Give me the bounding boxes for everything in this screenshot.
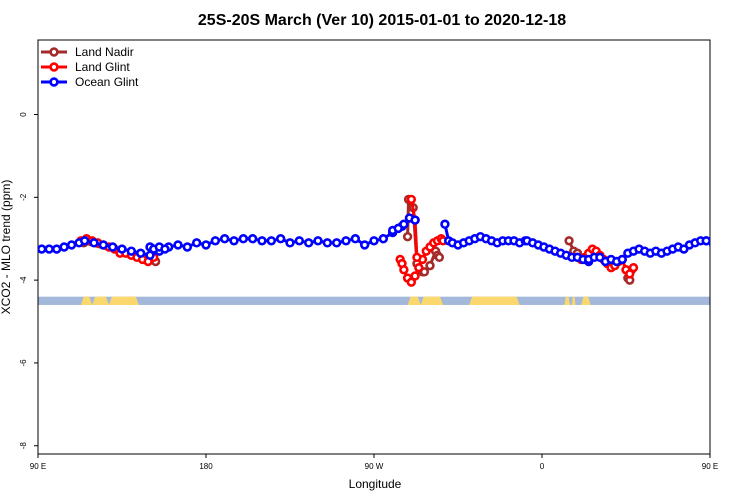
y-tick-label-2: -2 — [19, 193, 28, 201]
data-point-ocean-glint — [303, 238, 314, 248]
legend-item-land-glint: Land Glint — [41, 60, 130, 74]
series-ocean-glint — [38, 213, 747, 267]
data-point-ocean-glint — [229, 236, 239, 246]
x-tick-label-90-e: 90 E — [702, 462, 718, 471]
data-point-ocean-glint — [341, 236, 351, 246]
data-point-ocean-glint — [617, 254, 627, 265]
data-point-ocean-glint — [79, 236, 90, 246]
land-segment-8 — [571, 296, 576, 305]
legend-marker — [49, 77, 59, 87]
chart-title: 25S-20S March (Ver 10) 2015-01-01 to 202… — [198, 12, 566, 29]
data-point-ocean-glint — [89, 238, 99, 248]
land-segment-2 — [92, 296, 109, 305]
data-point-ocean-glint — [257, 236, 267, 246]
y-axis: 0 -2 -4 -6 -8 — [19, 112, 38, 450]
data-point-ocean-glint — [701, 236, 710, 246]
data-point-ocean-glint — [191, 238, 202, 248]
land-segment-6 — [469, 296, 520, 305]
data-point-ocean-glint — [160, 244, 170, 254]
data-point-land-nadir — [425, 260, 435, 271]
land-segment-4 — [407, 296, 421, 305]
data-point-ocean-glint — [733, 244, 740, 251]
data-point-ocean-glint — [135, 248, 146, 258]
data-point-ocean-glint — [709, 242, 710, 248]
data-point-ocean-glint — [399, 219, 409, 229]
land-segment-5 — [420, 296, 444, 305]
data-point-land-glint — [628, 263, 639, 273]
data-point-ocean-glint — [359, 240, 370, 250]
data-point-ocean-glint — [718, 244, 725, 251]
data-point-ocean-glint — [98, 240, 109, 250]
land-segment-3 — [108, 296, 139, 305]
data-point-ocean-glint — [219, 234, 230, 244]
data-point-ocean-glint — [294, 236, 305, 246]
data-point-ocean-glint — [740, 239, 747, 246]
data-point-ocean-glint — [107, 242, 118, 252]
data-point-ocean-glint — [331, 238, 342, 248]
plot-frame — [37, 39, 711, 455]
legend-label: Land Nadir — [75, 45, 134, 59]
data-point-ocean-glint — [238, 234, 249, 244]
surface-type-band — [38, 296, 710, 305]
data-point-ocean-glint — [725, 246, 732, 253]
series-line-ocean-glint-8 — [705, 239, 710, 245]
data-point-ocean-glint — [126, 246, 137, 256]
y-tick-label-8: -8 — [19, 442, 28, 450]
data-point-ocean-glint — [182, 242, 193, 252]
data-point-land-nadir — [434, 252, 445, 263]
data-point-ocean-glint — [201, 240, 211, 250]
legend-item-ocean-glint: Ocean Glint — [41, 75, 139, 89]
data-point-ocean-glint — [117, 244, 127, 254]
data-point-ocean-glint — [313, 236, 323, 246]
land-segment-9 — [581, 296, 591, 305]
legend-marker — [49, 62, 59, 72]
legend-marker — [49, 47, 59, 57]
data-point-ocean-glint — [285, 238, 295, 248]
x-tick-label-180: 180 — [199, 462, 213, 471]
data-point-ocean-glint — [322, 238, 333, 248]
data-point-ocean-glint — [38, 244, 47, 254]
data-point-ocean-glint — [173, 240, 183, 250]
legend-label: Land Glint — [75, 60, 130, 74]
data-point-land-nadir — [402, 231, 413, 242]
x-tick-label-90-w: 90 W — [365, 462, 384, 471]
data-point-land-glint — [414, 263, 424, 273]
data-point-ocean-glint — [44, 244, 54, 254]
x-tick-label-0: 0 — [540, 462, 545, 471]
x-axis-label: Longitude — [349, 477, 402, 491]
data-point-land-glint — [399, 265, 409, 275]
y-tick-label-0: 0 — [19, 112, 28, 117]
x-axis: 90 E 180 90 W 0 90 E — [30, 454, 718, 471]
data-point-ocean-glint — [59, 242, 69, 252]
data-point-ocean-glint — [369, 236, 379, 246]
data-point-ocean-glint — [266, 236, 277, 246]
data-point-ocean-glint — [51, 244, 62, 254]
legend-item-land-nadir: Land Nadir — [41, 45, 134, 59]
data-point-land-glint — [412, 252, 422, 263]
data-point-ocean-glint — [440, 219, 450, 229]
y-tick-label-6: -6 — [19, 359, 28, 367]
data-point-ocean-glint — [247, 234, 258, 244]
data-point-ocean-glint — [410, 215, 420, 225]
data-point-land-nadir — [564, 236, 574, 246]
data-point-ocean-glint — [350, 234, 361, 244]
data-point-ocean-glint — [66, 240, 77, 250]
legend-label: Ocean Glint — [75, 75, 139, 89]
data-point-land-glint — [406, 194, 417, 205]
land-segment-1 — [80, 296, 93, 305]
y-axis-label: XCO2 - MLO trend (ppm) — [0, 180, 13, 315]
land-segment-7 — [564, 296, 570, 305]
ocean-band — [38, 296, 710, 305]
data-point-ocean-glint — [378, 234, 389, 244]
x-tick-label-90-e: 90 E — [30, 462, 46, 471]
data-point-ocean-glint — [275, 234, 286, 244]
series-layer — [38, 194, 747, 287]
y-tick-label-4: -4 — [19, 276, 28, 284]
data-point-land-glint — [410, 271, 420, 281]
data-point-ocean-glint — [210, 236, 221, 246]
